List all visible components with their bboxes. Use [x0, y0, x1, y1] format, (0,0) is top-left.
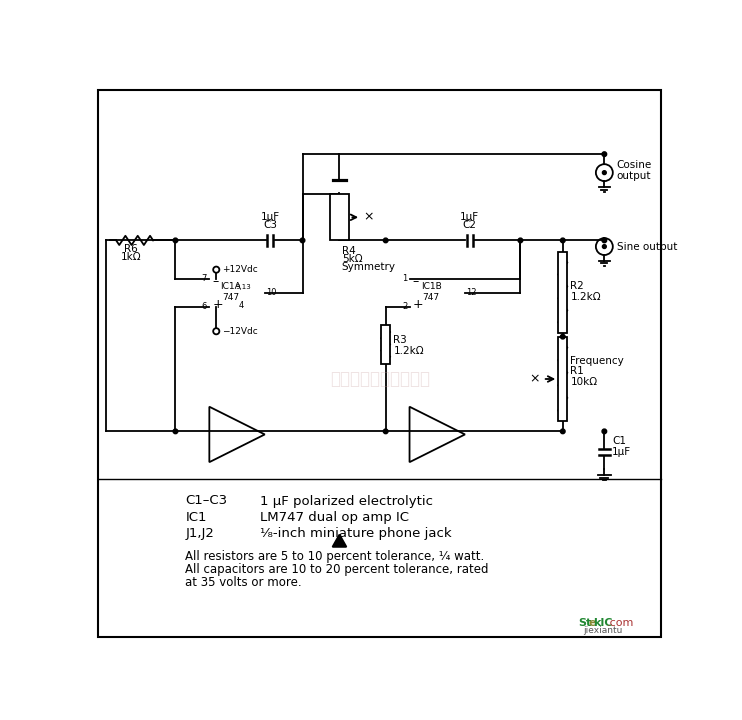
Circle shape	[603, 245, 606, 248]
Text: 12: 12	[467, 288, 477, 297]
Text: R4: R4	[342, 246, 355, 256]
Bar	[330, 194, 349, 240]
Text: 1kΩ: 1kΩ	[120, 253, 141, 262]
Text: ¹⁄₈-inch miniature phone jack: ¹⁄₈-inch miniature phone jack	[260, 527, 452, 540]
Text: –: –	[212, 275, 219, 288]
Text: kIC: kIC	[594, 618, 613, 628]
Circle shape	[173, 429, 178, 433]
Circle shape	[602, 152, 607, 156]
Circle shape	[173, 238, 178, 243]
Circle shape	[602, 238, 607, 243]
Text: 1μF: 1μF	[612, 447, 631, 457]
Text: −12Vdc: −12Vdc	[222, 327, 257, 336]
Text: +: +	[212, 298, 223, 311]
Text: Cosine: Cosine	[617, 160, 652, 170]
Text: R2: R2	[571, 282, 584, 291]
Text: 1.2kΩ: 1.2kΩ	[393, 346, 424, 356]
Text: C1–C3: C1–C3	[186, 495, 228, 508]
Text: IC1B: IC1B	[421, 282, 441, 291]
Circle shape	[560, 238, 565, 243]
Text: LM747 dual op amp IC: LM747 dual op amp IC	[260, 510, 409, 523]
Text: 9,13: 9,13	[235, 284, 252, 289]
Text: IC1: IC1	[186, 510, 207, 523]
Bar	[558, 252, 568, 333]
Text: C2: C2	[462, 220, 476, 230]
Circle shape	[384, 429, 388, 433]
Text: 10: 10	[266, 288, 277, 297]
Text: output: output	[617, 171, 651, 181]
Text: R1: R1	[571, 366, 584, 377]
Text: IC1A: IC1A	[220, 282, 241, 291]
Circle shape	[602, 429, 607, 433]
Text: St: St	[578, 618, 591, 628]
Text: 1 μF polarized electrolytic: 1 μF polarized electrolytic	[260, 495, 433, 508]
Text: C1: C1	[612, 436, 626, 446]
Text: 1.2kΩ: 1.2kΩ	[571, 292, 601, 302]
Text: Sine output: Sine output	[617, 241, 677, 251]
Circle shape	[560, 429, 565, 433]
Text: ×: ×	[364, 211, 374, 224]
Bar	[381, 325, 390, 364]
Text: C3: C3	[263, 220, 278, 230]
Text: e: e	[588, 618, 596, 628]
Circle shape	[518, 238, 522, 243]
Text: R6: R6	[124, 244, 138, 254]
Text: 1μF: 1μF	[460, 212, 479, 222]
Text: 杭州将镜科技有限公司: 杭州将镜科技有限公司	[330, 370, 430, 388]
Text: ×: ×	[529, 372, 539, 385]
Circle shape	[301, 238, 305, 243]
Text: All capacitors are 10 to 20 percent tolerance, rated: All capacitors are 10 to 20 percent tole…	[186, 563, 489, 576]
Text: .com: .com	[607, 618, 634, 628]
Text: 6: 6	[202, 302, 207, 311]
Text: +12Vdc: +12Vdc	[222, 265, 257, 274]
Text: +: +	[413, 298, 423, 311]
Bar	[558, 337, 568, 421]
Circle shape	[384, 238, 388, 243]
Text: 2: 2	[402, 302, 407, 311]
Text: Symmetry: Symmetry	[342, 261, 395, 271]
Text: 1: 1	[402, 274, 407, 284]
Text: 747: 747	[223, 293, 240, 302]
Text: 4: 4	[239, 300, 244, 310]
Text: 1μF: 1μF	[260, 212, 280, 222]
Text: All resistors are 5 to 10 percent tolerance, ¹⁄₄ watt.: All resistors are 5 to 10 percent tolera…	[186, 550, 485, 563]
Text: Frequency: Frequency	[571, 356, 624, 366]
Text: –: –	[413, 275, 419, 288]
Text: jiexiantu: jiexiantu	[582, 626, 622, 635]
Text: 10kΩ: 10kΩ	[571, 377, 597, 387]
Text: 5kΩ: 5kΩ	[342, 254, 362, 264]
Text: at 35 volts or more.: at 35 volts or more.	[186, 576, 302, 589]
Text: 7: 7	[202, 274, 207, 284]
Circle shape	[603, 171, 606, 174]
Polygon shape	[332, 534, 347, 547]
Text: 747: 747	[422, 293, 440, 302]
Text: J1,J2: J1,J2	[186, 527, 214, 540]
Circle shape	[560, 334, 565, 339]
Text: R3: R3	[393, 336, 407, 346]
